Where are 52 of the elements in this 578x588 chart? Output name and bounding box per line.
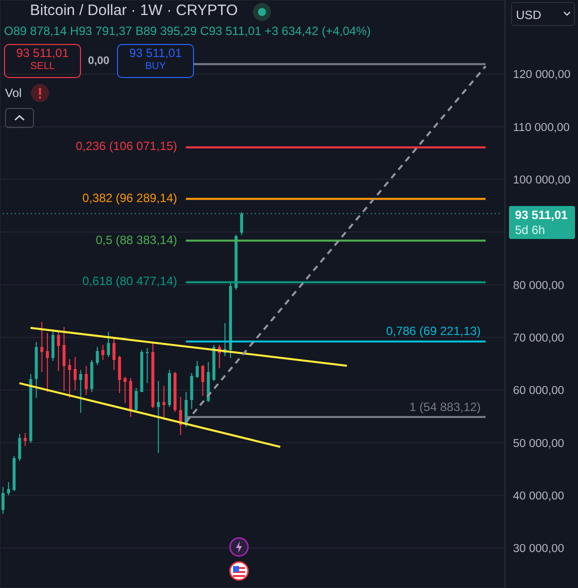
y-tick-label: 60 000,00: [513, 385, 564, 398]
candlestick: [190, 372, 194, 410]
candlestick: [24, 432, 27, 446]
candlestick: [46, 332, 49, 393]
candlestick: [134, 388, 138, 412]
ref-line-label: 0,382 (96 289,14): [82, 190, 178, 205]
ref-line-label: 0,5 (88 383,14): [96, 232, 178, 247]
candlestick: [124, 376, 127, 404]
text: 93 511,01: [515, 208, 568, 222]
candlestick: [18, 433, 22, 462]
ref-line-label: 0,786 (69 221,13): [386, 324, 481, 338]
y-tick-label: 80 000,00: [513, 280, 564, 292]
annotation: Vol: [5, 86, 22, 100]
candlestick: [56, 331, 60, 372]
candlestick: [96, 346, 99, 366]
candlestick: [162, 386, 166, 420]
candlestick: [79, 370, 82, 414]
candlestick: [146, 348, 149, 384]
candlestick: [74, 356, 77, 391]
text: USD: [516, 8, 542, 22]
y-tick-label: 70 000,00: [513, 332, 564, 344]
candlestick: [196, 360, 199, 379]
candlestick: [118, 355, 122, 394]
candlestick: [112, 337, 116, 371]
annotation: 0,00: [88, 55, 110, 67]
candlestick: [2, 486, 4, 514]
ref-line-label: 0,618 (80 477,14): [82, 274, 178, 288]
candlestick: [101, 344, 104, 361]
chart-title: Bitcoin / Dollar · 1W · CRYPTO: [30, 2, 238, 19]
y-tick-label: 120 000,00: [513, 69, 571, 82]
candlestick: [156, 380, 160, 454]
text: 5d 6h: [515, 223, 546, 237]
candlestick: [40, 321, 44, 373]
y-tick-label: 40 000,00: [513, 490, 564, 502]
candlestick: [51, 330, 54, 362]
candlestick: [84, 366, 88, 396]
annotation: SELL: [30, 61, 55, 72]
y-tick-label: 30 000,00: [513, 543, 564, 556]
candlestick: [7, 482, 10, 496]
candlestick: [106, 331, 110, 358]
text: O89 878,14 H93 791,37 B89 395,29 C93 511,01 +3 634,42 (+4,04%): [4, 24, 371, 38]
annotation: BUY: [145, 61, 166, 72]
candlestick: [201, 364, 204, 396]
y-tick-label: 100 000,00: [513, 174, 571, 186]
y-tick-label: 50 000,00: [513, 438, 564, 450]
y-tick-label: 110 000,00: [513, 122, 570, 134]
annotation: 93 511,01: [129, 46, 182, 60]
candlestick: [68, 358, 72, 398]
ref-line-label: 0,236 (106 071,15): [76, 139, 178, 154]
annotation: 93 511,01: [16, 46, 69, 60]
candlestick: [62, 326, 66, 392]
ref-line-label: 1 (54 883,12): [409, 400, 481, 414]
